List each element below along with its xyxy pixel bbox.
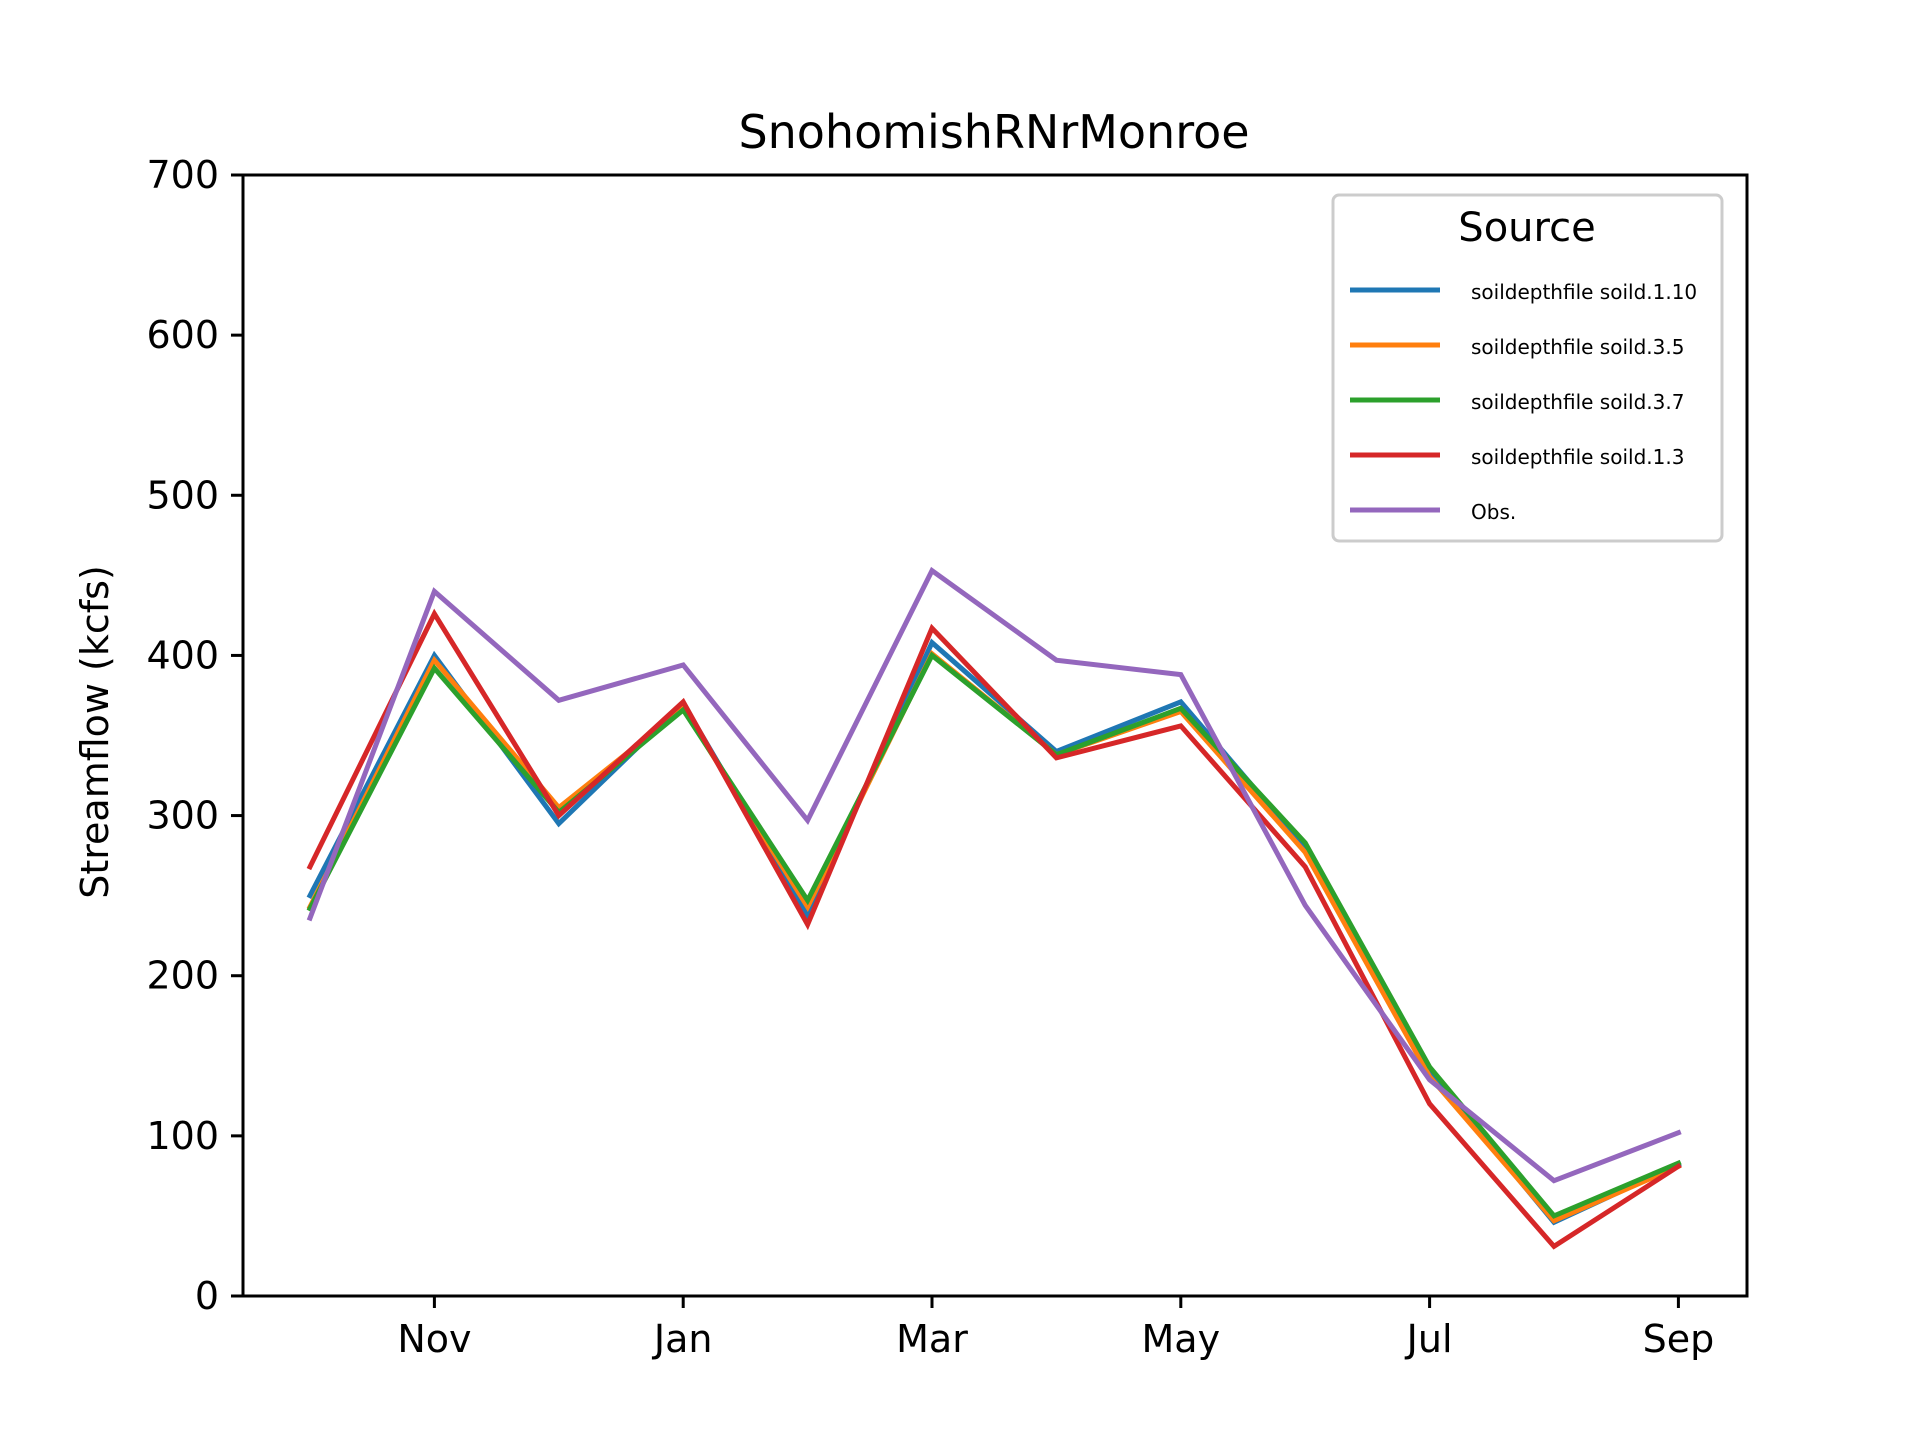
- series-layer: [306, 566, 1682, 1250]
- series-line-3: [306, 651, 1682, 1219]
- series-line-4: [306, 608, 1682, 1250]
- x-tick-label: Jul: [1405, 1317, 1453, 1361]
- legend-items: soildepthfile soild.1.10 soildepthfile so…: [1350, 280, 1697, 524]
- legend-label-1: soildepthfile soild.1.10: [1471, 280, 1697, 304]
- y-axis-label: Streamflow (kcfs): [73, 565, 117, 899]
- x-tick-label: Jan: [652, 1317, 713, 1361]
- x-tick-label: May: [1142, 1317, 1221, 1361]
- y-tick-label: 0: [195, 1274, 219, 1318]
- legend-label-4: soildepthfile soild.1.3: [1471, 445, 1684, 469]
- axes-layer: 0 100 200 300 400 500 600 700 Nov Jan Mar May Jul Sep: [146, 153, 1749, 1361]
- x-tick-label: Nov: [397, 1317, 471, 1361]
- y-tick-label: 300: [146, 794, 219, 838]
- legend-label-2: soildepthfile soild.3.5: [1471, 335, 1684, 359]
- x-tick-label: Mar: [896, 1317, 968, 1361]
- legend-label-5: Obs.: [1471, 500, 1516, 524]
- legend: Source soildepthfile soild.1.10soildepth…: [1331, 193, 1724, 543]
- y-tick-label: 100: [146, 1114, 219, 1158]
- legend-label-3: soildepthfile soild.3.7: [1471, 390, 1684, 414]
- series-line-5: [306, 566, 1682, 1184]
- plot-frame: [241, 173, 1749, 1298]
- y-tick-label: 500: [146, 473, 219, 517]
- chart-title: SnohomishRNrMonroe: [738, 105, 1249, 159]
- x-tick-label: Sep: [1643, 1317, 1715, 1361]
- y-tick-label: 400: [146, 633, 219, 677]
- y-tick-label: 600: [146, 313, 219, 357]
- legend-title: Source: [1458, 205, 1595, 251]
- y-tick-label: 700: [146, 153, 219, 197]
- y-tick-label: 200: [146, 954, 219, 998]
